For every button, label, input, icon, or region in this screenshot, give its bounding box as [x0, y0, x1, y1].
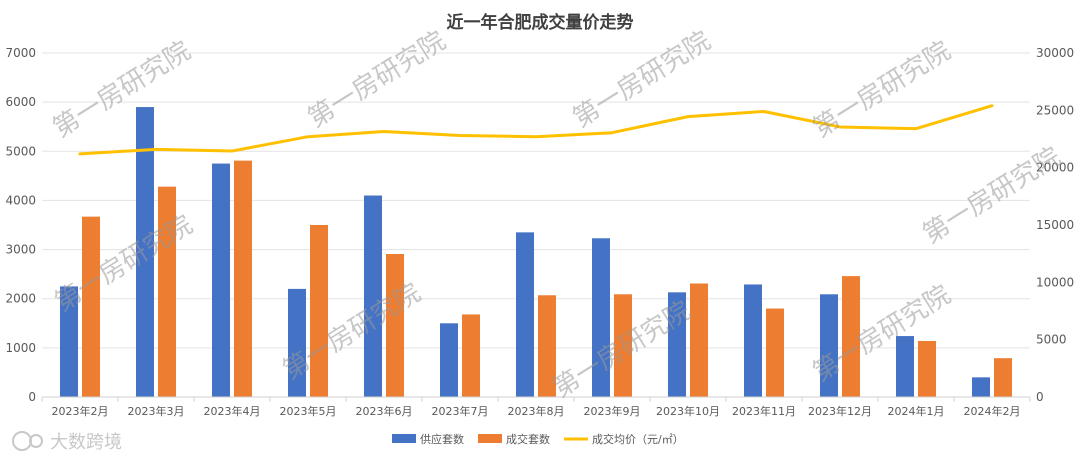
y-right-tick-label: 5000: [1036, 333, 1067, 347]
x-tick-label: 2023年8月: [508, 404, 565, 418]
y-right-tick-label: 25000: [1036, 103, 1074, 117]
brand-icon: [12, 431, 32, 451]
bar-supply: [820, 294, 838, 397]
y-left-tick-label: 6000: [5, 95, 36, 109]
x-tick-label: 2023年5月: [280, 404, 337, 418]
legend-swatch: [478, 434, 502, 443]
legend-swatch: [392, 434, 416, 443]
bar-deals: [82, 216, 100, 397]
brand-logo: 大数跨境: [12, 431, 122, 453]
y-left-tick-label: 0: [28, 390, 36, 404]
bar-deals: [690, 283, 708, 397]
y-axis-left: 0 1000 2000 3000 4000 5000 6000 7000: [5, 46, 36, 404]
bar-deals: [918, 340, 936, 397]
watermark: 第一房研究院: [48, 36, 196, 144]
bar-deals: [994, 358, 1012, 397]
x-tick-label: 2024年1月: [888, 404, 945, 418]
y-left-tick-label: 1000: [5, 341, 36, 355]
bar-deals: [234, 160, 252, 397]
bar-supply: [440, 323, 458, 397]
chart-title: 近一年合肥成交量价走势: [447, 12, 634, 33]
brand-icon-dot: [29, 434, 43, 448]
y-axis-right: 0 5000 10000 15000 20000 25000 30000: [1036, 46, 1074, 404]
y-right-tick-label: 20000: [1036, 161, 1074, 175]
bar-supply: [668, 292, 686, 397]
price-line: [78, 104, 994, 156]
legend: 供应套数 成交套数 成交均价（元/㎡）: [392, 432, 684, 446]
legend-label: 成交套数: [506, 432, 550, 446]
legend-label: 成交均价（元/㎡）: [592, 432, 684, 446]
y-right-tick-label: 10000: [1036, 275, 1074, 289]
bar-supply: [212, 163, 230, 397]
x-tick-label: 2023年12月: [808, 404, 872, 418]
y-left-tick-label: 7000: [5, 46, 36, 60]
x-tick-label: 2023年2月: [52, 404, 109, 418]
bar-supply: [972, 377, 990, 397]
bar-supply: [592, 238, 610, 397]
x-tick-label: 2023年7月: [432, 404, 489, 418]
bar-supply: [60, 286, 78, 397]
bar-deals: [766, 308, 784, 397]
x-tick-label: 2023年10月: [656, 404, 720, 418]
bar-deals: [842, 276, 860, 397]
brand-text: 大数跨境: [50, 432, 122, 453]
watermark: 第一房研究院: [303, 26, 451, 134]
watermark: 第一房研究院: [918, 142, 1066, 250]
bar-supply: [744, 284, 762, 397]
bar-deals: [538, 295, 556, 397]
y-left-tick-label: 4000: [5, 193, 36, 207]
x-tick-label: 2023年11月: [732, 404, 796, 418]
line-series: [78, 104, 994, 156]
bar-series: [60, 107, 1012, 398]
x-tick-label: 2023年6月: [356, 404, 413, 418]
x-axis: 2023年2月 2023年3月 2023年4月 2023年5月 2023年6月 2023年…: [41, 396, 1031, 418]
x-tick-label: 2023年4月: [204, 404, 261, 418]
bar-deals: [614, 294, 632, 397]
x-tick-label: 2023年9月: [584, 404, 641, 418]
y-right-tick-label: 15000: [1036, 218, 1074, 232]
legend-label: 供应套数: [420, 432, 464, 446]
bar-deals: [310, 225, 328, 397]
bar-supply: [896, 336, 914, 397]
x-tick-label: 2023年3月: [128, 404, 185, 418]
bar-deals: [158, 186, 176, 397]
y-left-tick-label: 2000: [5, 292, 36, 306]
x-tick-label: 2024年2月: [964, 404, 1021, 418]
y-right-tick-label: 0: [1036, 390, 1044, 404]
bar-supply: [516, 232, 534, 397]
bar-supply: [136, 107, 154, 398]
bar-deals: [386, 253, 404, 397]
bar-deals: [462, 314, 480, 397]
y-left-tick-label: 3000: [5, 243, 36, 257]
y-right-tick-label: 30000: [1036, 46, 1074, 60]
bar-supply: [364, 195, 382, 397]
y-left-tick-label: 5000: [5, 144, 36, 158]
bar-supply: [288, 288, 306, 397]
